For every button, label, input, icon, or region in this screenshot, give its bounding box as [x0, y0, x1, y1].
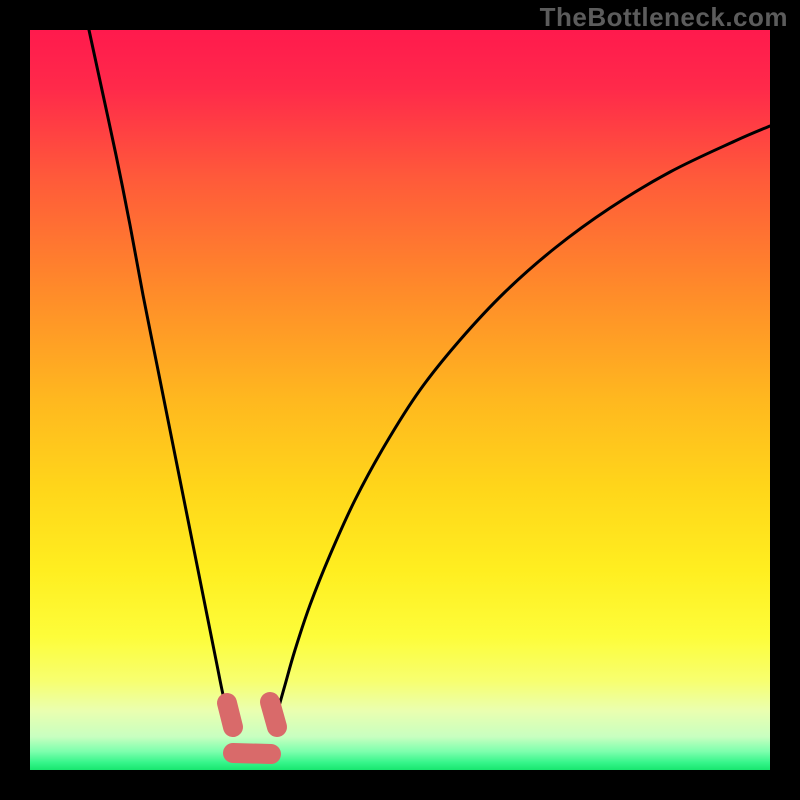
chart-frame: TheBottleneck.com [0, 0, 800, 800]
watermark-text: TheBottleneck.com [540, 2, 788, 33]
plot-area [30, 30, 770, 770]
